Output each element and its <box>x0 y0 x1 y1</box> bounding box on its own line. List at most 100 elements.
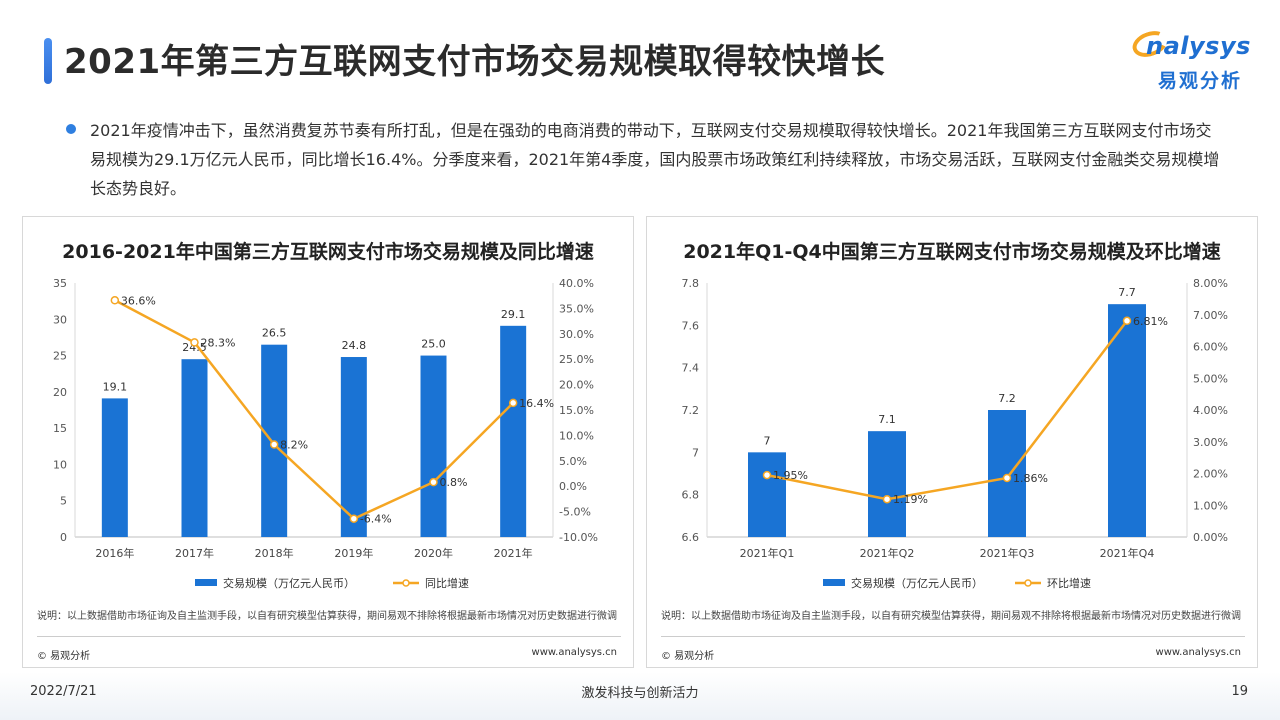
x-tick-label: 2021年Q3 <box>980 546 1035 560</box>
y-left-tick-label: 35 <box>53 277 67 290</box>
x-tick-label: 2021年Q4 <box>1100 546 1155 560</box>
logo-chinese-name: 易观分析 <box>1158 70 1243 92</box>
page-title: 2021年第三方互联网支付市场交易规模取得较快增长 <box>64 42 886 82</box>
y-left-tick-label: 0 <box>60 531 67 544</box>
y-left-tick-label: 5 <box>60 495 67 508</box>
bar <box>101 398 128 537</box>
growth-line <box>766 320 1128 501</box>
chart-title: 2021年Q1-Q4中国第三方互联网支付市场交易规模及环比增速 <box>683 241 1221 263</box>
y-left-tick-label: 25 <box>53 350 67 363</box>
chart-note: 说明：以上数据借助市场征询及自主监测手段，以自有研究模型估算获得，期间易观不排除… <box>661 611 1241 622</box>
legend-swatch-bars <box>195 579 217 586</box>
note-divider <box>37 636 621 637</box>
bar <box>868 431 906 537</box>
bar-value-label: 7.1 <box>878 413 896 426</box>
logo-wordmark: nalysys <box>1146 32 1251 60</box>
y-right-tick-label: 5.00% <box>1193 372 1228 385</box>
line-value-label: -6.4% <box>360 513 392 526</box>
line-point <box>190 338 199 347</box>
line-point <box>1122 316 1132 326</box>
line-value-label: 28.3% <box>201 336 236 349</box>
legend-swatch-point <box>402 579 410 587</box>
y-left-tick-label: 7 <box>692 446 699 459</box>
line-point <box>110 296 120 305</box>
bar-value-label: 7.2 <box>998 392 1016 405</box>
growth-line <box>114 299 515 521</box>
y-right-tick-label: 10.0% <box>559 429 594 442</box>
bar-value-label: 29.1 <box>501 308 526 321</box>
bar <box>1108 304 1146 537</box>
x-tick-label: 2018年 <box>255 546 294 560</box>
note-divider <box>661 636 1245 637</box>
footer-slogan: 激发科技与创新活力 <box>581 686 699 701</box>
line-point <box>882 494 892 504</box>
chart-panel-annual: 2016-2021年中国第三方互联网支付市场交易规模及同比增速 0 5 10 15 20… <box>22 216 634 668</box>
line-value-label: 1.19% <box>893 493 928 506</box>
line-value-label: 0.8% <box>440 476 468 489</box>
y-right-tick-label: 40.0% <box>559 277 594 290</box>
x-tick-label: 2017年 <box>175 546 214 560</box>
bar-value-label: 7.7 <box>1118 286 1136 299</box>
bullet-dot-icon <box>66 124 76 134</box>
bar-value-label: 24.8 <box>342 339 367 352</box>
bar-value-label: 25.0 <box>421 338 446 351</box>
line-point <box>762 470 772 480</box>
line-value-label: 8.2% <box>280 439 308 452</box>
line-value-label: 1.86% <box>1013 472 1048 485</box>
y-right-tick-label: 0.0% <box>559 480 587 493</box>
line-point <box>349 514 359 523</box>
y-right-tick-label: 35.0% <box>559 302 594 315</box>
y-right-tick-label: 2.00% <box>1193 468 1228 481</box>
legend-label-bars: 交易规模（万亿元人民币） <box>223 576 355 590</box>
y-right-tick-label: 30.0% <box>559 328 594 341</box>
y-right-tick-label: 8.00% <box>1193 277 1228 290</box>
y-left-tick-label: 7.4 <box>682 362 700 375</box>
y-right-tick-label: 6.00% <box>1193 341 1228 354</box>
line-value-label: 36.6% <box>121 294 156 307</box>
chart-title: 2016-2021年中国第三方互联网支付市场交易规模及同比增速 <box>62 241 594 263</box>
legend-swatch-bars <box>823 579 845 586</box>
x-tick-label: 2021年Q1 <box>740 546 795 560</box>
y-right-tick-label: 3.00% <box>1193 436 1228 449</box>
y-right-tick-label: 1.00% <box>1193 499 1228 512</box>
website-link[interactable]: www.analysys.cn <box>531 647 617 658</box>
chart-annual-svg: 0 5 10 15 20 25 30 35 -10.0% -5.0% 0.0% 5.0% 10.0% 15… <box>53 277 598 590</box>
y-left-tick-label: 15 <box>53 422 67 435</box>
chart-note: 说明：以上数据借助市场征询及自主监测手段，以自有研究模型估算获得，期间易观不排除… <box>37 611 617 622</box>
y-left-tick-label: 20 <box>53 386 67 399</box>
y-left-tick-label: 6.6 <box>682 531 700 544</box>
x-tick-label: 2021年Q2 <box>860 546 915 560</box>
chart-quarterly-svg: 6.6 6.8 7 7.2 7.4 7.6 7.8 0.00% 1.00% 2.00% 3.00% 4… <box>682 277 1228 590</box>
y-left-tick-label: 7.6 <box>682 319 700 332</box>
copyright: © 易观分析 <box>37 651 91 662</box>
bar <box>340 357 367 537</box>
bar <box>420 355 447 537</box>
website-link[interactable]: www.analysys.cn <box>1155 647 1241 658</box>
bar-value-label: 7 <box>764 434 771 447</box>
y-left-tick-label: 7.2 <box>682 404 700 417</box>
bar-value-label: 19.1 <box>103 380 128 393</box>
y-left-tick-label: 10 <box>53 458 67 471</box>
page-number: 19 <box>1231 684 1248 699</box>
y-right-tick-label: 0.00% <box>1193 531 1228 544</box>
line-value-label: 6.81% <box>1133 315 1168 328</box>
legend-label-bars: 交易规模（万亿元人民币） <box>851 576 983 590</box>
legend-label-line: 环比增速 <box>1047 576 1091 590</box>
line-point <box>429 477 438 487</box>
title-accent-bar <box>44 38 52 84</box>
bar-value-label: 26.5 <box>262 327 287 340</box>
bar <box>181 359 208 537</box>
x-tick-label: 2019年 <box>334 546 373 560</box>
line-point <box>1002 473 1012 483</box>
y-left-tick-label: 6.8 <box>682 489 700 502</box>
x-tick-label: 2020年 <box>414 546 453 560</box>
legend-label-line: 同比增速 <box>425 576 469 590</box>
line-value-label: 16.4% <box>519 397 554 410</box>
y-right-tick-label: 7.00% <box>1193 309 1228 322</box>
x-tick-label: 2016年 <box>95 546 134 560</box>
y-right-tick-label: 5.0% <box>559 455 587 468</box>
summary-bullet: 2021年疫情冲击下，虽然消费复苏节奏有所打乱，但是在强劲的电商消费的带动下，互… <box>90 121 1220 198</box>
y-right-tick-label: 25.0% <box>559 353 594 366</box>
y-right-tick-label: 20.0% <box>559 379 594 392</box>
x-tick-label: 2021年 <box>494 546 533 560</box>
